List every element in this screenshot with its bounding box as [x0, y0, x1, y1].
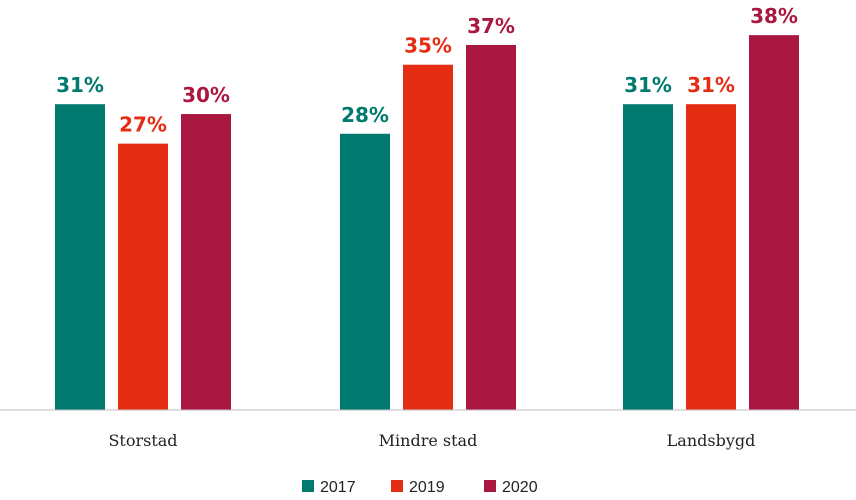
category-label-1: Mindre stad [379, 431, 478, 450]
bar-2020-2 [749, 35, 799, 410]
category-labels-layer: Storstad Mindre stad Landsbygd [108, 431, 755, 450]
legend-label-2019: 2019 [409, 479, 445, 496]
bar-2017-2 [623, 104, 673, 410]
data-label-2019-0: 27% [119, 113, 167, 137]
data-label-2019-1: 35% [404, 34, 452, 58]
bar-2017-0 [55, 104, 105, 410]
data-label-2017-1: 28% [341, 103, 389, 127]
bars-layer [55, 35, 799, 411]
legend-label-2020: 2020 [502, 479, 538, 496]
data-label-2020-1: 37% [467, 14, 515, 38]
bar-2019-2 [686, 104, 736, 410]
legend-swatch-2019 [391, 480, 403, 492]
data-label-2017-0: 31% [56, 73, 104, 97]
legend: 2017 2019 2020 [302, 479, 538, 496]
data-label-2020-0: 30% [182, 83, 230, 107]
bar-2019-0 [118, 143, 168, 410]
bar-2019-1 [403, 64, 453, 410]
category-label-0: Storstad [108, 431, 177, 450]
legend-swatch-2017 [302, 480, 314, 492]
category-label-2: Landsbygd [667, 431, 756, 450]
legend-swatch-2020 [484, 480, 496, 492]
legend-label-2017: 2017 [320, 479, 356, 496]
data-labels-layer: 31% 27% 30% 28% 35% 37% 31% 31% 38% [56, 4, 798, 137]
data-label-2017-2: 31% [624, 73, 672, 97]
bar-2020-0 [181, 114, 231, 411]
data-label-2020-2: 38% [750, 4, 798, 28]
bar-2017-1 [340, 133, 390, 410]
data-label-2019-2: 31% [687, 73, 735, 97]
bar-2020-1 [466, 44, 516, 411]
